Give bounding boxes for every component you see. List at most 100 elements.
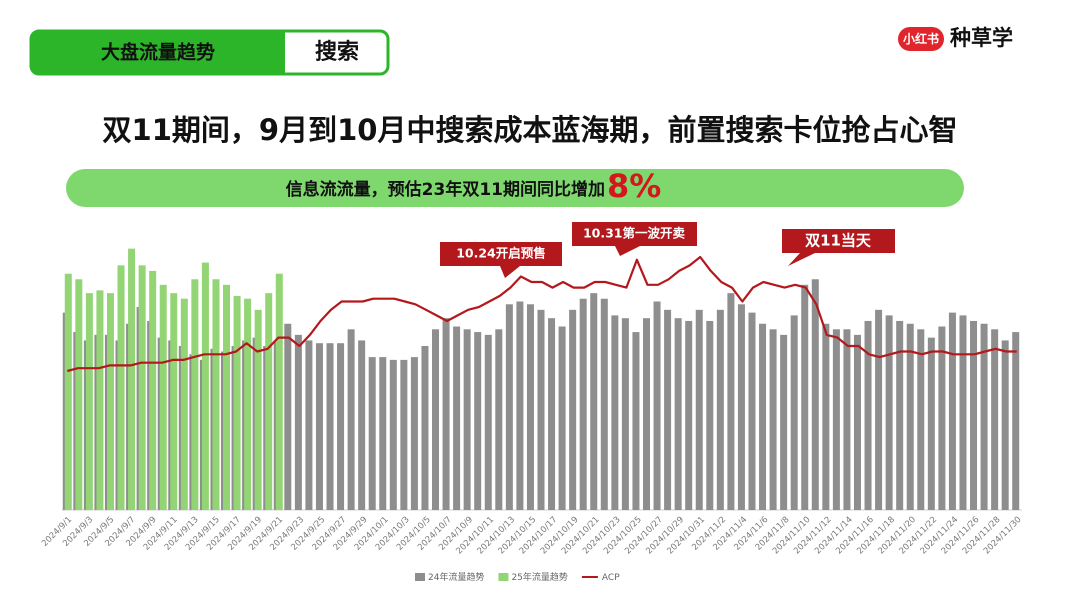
legend-swatch xyxy=(498,573,509,581)
bar xyxy=(400,359,408,510)
bar xyxy=(254,309,262,510)
annotation: 10.31第一波开卖 xyxy=(583,226,686,241)
bar xyxy=(347,329,355,510)
bar xyxy=(128,248,136,510)
bar xyxy=(294,334,302,510)
bar xyxy=(474,332,482,510)
bar xyxy=(516,301,524,510)
line xyxy=(67,255,1017,373)
logo-badge xyxy=(898,27,944,51)
bar xyxy=(1001,340,1009,510)
logo-badge-text: 小红书 xyxy=(903,31,939,46)
bar xyxy=(790,315,798,510)
bar xyxy=(326,343,334,510)
bar xyxy=(526,304,534,510)
bar xyxy=(875,309,883,510)
bar xyxy=(864,320,872,510)
bar xyxy=(970,320,978,510)
annotation: 双11当天 xyxy=(805,232,872,250)
bar xyxy=(579,298,587,510)
title: 双11期间，9月到10月中搜索成本蓝海期，前置搜索卡位抢占心智 xyxy=(103,113,958,147)
bar xyxy=(64,273,72,510)
bar xyxy=(265,293,273,510)
bar xyxy=(96,290,104,510)
bar xyxy=(759,323,767,510)
legend-swatch xyxy=(415,573,425,581)
bar xyxy=(885,315,893,510)
bar xyxy=(201,262,209,510)
bar xyxy=(149,270,157,510)
bar xyxy=(664,309,672,510)
annotation: 10.24开启预售 xyxy=(456,246,546,261)
bar xyxy=(917,329,925,510)
bar xyxy=(284,323,292,510)
bar xyxy=(244,298,252,510)
bar xyxy=(432,329,440,510)
logo-text: 种草学 xyxy=(949,26,1013,50)
bar xyxy=(843,329,851,510)
bar xyxy=(716,309,724,510)
bar xyxy=(769,329,777,510)
bar xyxy=(558,326,566,510)
bar xyxy=(212,279,220,510)
bar xyxy=(117,265,125,510)
bar xyxy=(737,304,745,510)
bar xyxy=(484,334,492,510)
bar xyxy=(138,265,146,510)
bar xyxy=(453,326,461,510)
bar xyxy=(811,279,819,510)
highlight: 8% xyxy=(607,167,661,205)
bar xyxy=(600,298,608,510)
bar xyxy=(906,323,914,510)
bar xyxy=(379,357,387,510)
bar xyxy=(569,309,577,510)
bar xyxy=(85,293,93,510)
tab-active xyxy=(31,31,285,74)
callout xyxy=(782,229,895,266)
bar xyxy=(695,309,703,510)
bar xyxy=(75,279,83,510)
bar xyxy=(611,315,619,510)
legend: 24年流量趋势 25年流量趋势 ACP xyxy=(415,571,620,583)
bar xyxy=(853,334,861,510)
bar xyxy=(170,293,178,510)
bar xyxy=(337,343,345,510)
tab-label[interactable]: 大盘流量趋势 xyxy=(101,41,215,64)
bar xyxy=(410,357,418,510)
bar xyxy=(832,329,840,510)
bar xyxy=(590,293,598,510)
callout xyxy=(440,242,562,278)
legend-label: ACP xyxy=(602,573,620,583)
bar xyxy=(748,312,756,510)
bar xyxy=(642,318,650,510)
legend-label: 25年流量趋势 xyxy=(511,571,567,583)
bar xyxy=(801,284,809,510)
bar xyxy=(822,323,830,510)
bar xyxy=(275,273,283,510)
bar xyxy=(537,309,545,510)
bar xyxy=(948,312,956,510)
bar xyxy=(780,334,788,510)
bar xyxy=(896,320,904,510)
bar xyxy=(621,318,629,510)
bar xyxy=(180,298,188,510)
bar xyxy=(315,343,323,510)
bar xyxy=(389,359,397,510)
legend-label: 24年流量趋势 xyxy=(428,571,484,583)
bar xyxy=(548,318,556,510)
tab-label[interactable]: 搜索 xyxy=(315,40,359,65)
bar xyxy=(421,345,429,510)
bar xyxy=(305,340,313,510)
bar xyxy=(938,326,946,510)
bar xyxy=(959,315,967,510)
bar xyxy=(927,337,935,510)
callout xyxy=(572,222,697,256)
bar xyxy=(727,293,735,510)
bar xyxy=(159,284,167,510)
bar xyxy=(233,295,241,510)
subtitle: 信息流流量，预估23年双11期间同比增加 xyxy=(286,179,605,200)
bar xyxy=(980,323,988,510)
bar xyxy=(505,304,513,510)
bar xyxy=(223,284,231,510)
